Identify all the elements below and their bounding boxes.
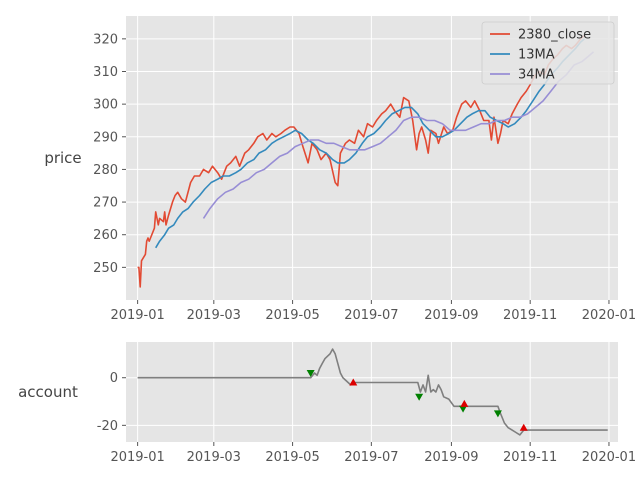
legend-label: 13MA [518,48,555,63]
account-panel: 2019-01 2019-03 2019-05 2019-07 2019-09 2019-… [18,342,636,465]
account-x-tick-label: 2019-05 [265,450,319,465]
legend-box [481,21,615,85]
price-x-tick-label: 2019-11 [503,308,557,323]
price-x-tick-label: 2019-03 [187,308,241,323]
buy-marker [493,410,502,418]
price-y-tick-label: 280 [93,163,118,178]
account-plot-area [126,342,618,442]
price-x-tick-label: 2019-01 [110,308,164,323]
account-y-axis-title: account [18,383,78,401]
price-y-tick-label: 290 [93,130,118,145]
buy-marker [415,393,424,401]
sell-marker [349,378,358,386]
price-y-axis-title: price [44,149,81,167]
account-x-tick-label: 2019-07 [344,450,398,465]
legend: 2380_close 13MA 34MA [481,21,615,85]
buy-marker [306,369,315,377]
series-line-34ma [202,51,595,219]
account-x-tick-label: 2019-11 [503,450,557,465]
price-x-tick-label: 2019-09 [424,308,478,323]
series-line-2380-close [137,34,585,288]
price-x-tick-label: 2020-01 [582,308,636,323]
account-x-tick-label: 2019-03 [187,450,241,465]
price-y-tick-label: 320 [93,32,118,47]
account-x-tick-label: 2019-09 [424,450,478,465]
sell-marker [460,399,469,407]
series-line-13ma [155,38,585,249]
account-x-tick-label: 2019-01 [110,450,164,465]
account-x-tick-label: 2020-01 [582,450,636,465]
sell-marker [519,423,528,431]
price-x-tick-label: 2019-05 [265,308,319,323]
buy-marker [459,405,468,413]
account-y-tick-label: 0 [110,371,118,386]
price-y-tick-label: 270 [93,196,118,211]
price-y-tick-label: 310 [93,65,118,80]
price-x-tick-label: 2019-07 [344,308,398,323]
account-y-tick-label: -20 [97,419,118,434]
legend-label: 34MA [518,68,555,83]
price-y-tick-label: 260 [93,228,118,243]
legend-label: 2380_close [518,28,591,43]
price-panel: 2019-01 2019-03 2019-05 2019-07 2019-09 2019-… [44,16,636,323]
price-y-tick-label: 250 [93,261,118,276]
price-y-tick-label: 300 [93,98,118,113]
